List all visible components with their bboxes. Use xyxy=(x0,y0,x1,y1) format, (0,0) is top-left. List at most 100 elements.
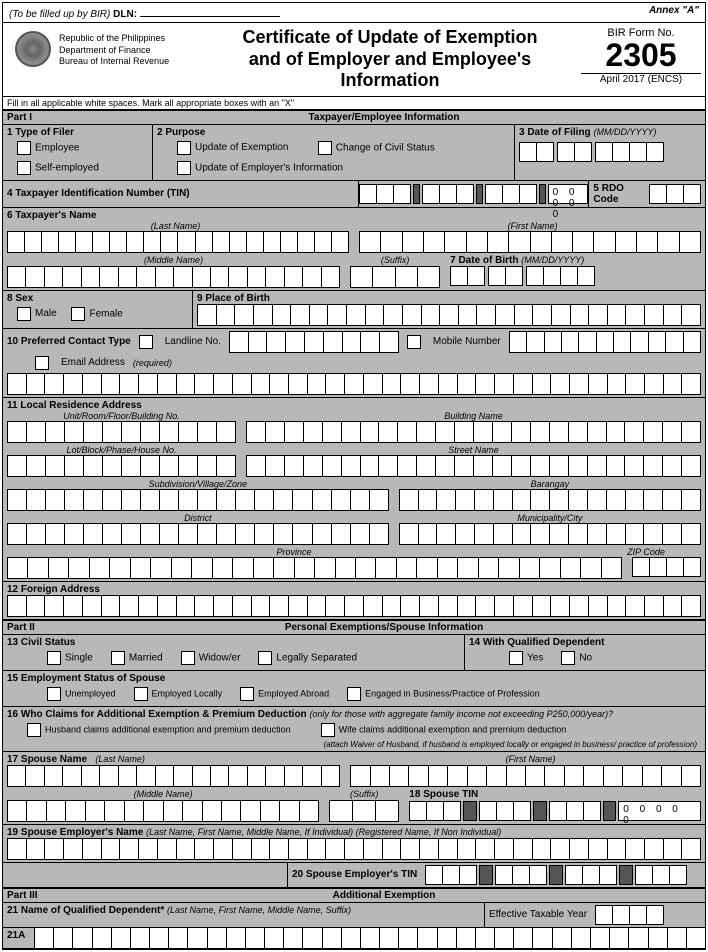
stin-g1[interactable] xyxy=(409,801,461,821)
chk-mobile[interactable] xyxy=(407,335,421,349)
form-title: Certificate of Update of Exemption and o… xyxy=(199,27,581,92)
chk-update-exemption[interactable] xyxy=(177,141,191,155)
spouse-middle-input[interactable] xyxy=(7,800,319,822)
opt-update-exemption: Update of Exemption xyxy=(195,142,315,153)
date-filing-boxes[interactable] xyxy=(519,142,701,162)
f17-last-lbl: (Last Name) xyxy=(95,754,145,764)
chk-yes[interactable] xyxy=(509,651,523,665)
ssep1 xyxy=(463,801,477,821)
f5-label: 5 RDO Code xyxy=(593,183,645,205)
addr-d-input[interactable] xyxy=(246,455,701,477)
addr-j-lbl: ZIP Code xyxy=(591,547,701,557)
sep3 xyxy=(539,184,546,204)
zip-boxes[interactable] xyxy=(632,557,701,579)
instruction-text: Fill in all applicable white spaces. Mar… xyxy=(3,97,705,110)
addr-a-input[interactable] xyxy=(7,421,236,443)
field-11: 11 Local Residence Address Unit/Room/Flo… xyxy=(3,398,705,582)
agency-line2: Department of Finance xyxy=(59,45,199,57)
agency-line3: Bureau of Internal Revenue xyxy=(59,56,199,68)
dln-line[interactable] xyxy=(140,5,280,17)
spouse-employer-input[interactable] xyxy=(7,838,701,860)
f3-label: 3 Date of Filing xyxy=(519,127,591,138)
opt-employer-info: Update of Employer's Information xyxy=(195,162,343,173)
stin-g3[interactable] xyxy=(549,801,601,821)
addr-h-input[interactable] xyxy=(399,523,701,545)
rdo-boxes[interactable] xyxy=(649,184,701,204)
stin-g2[interactable] xyxy=(479,801,531,821)
tin-g1[interactable] xyxy=(359,184,411,204)
chk-single[interactable] xyxy=(47,651,61,665)
addr-b-input[interactable] xyxy=(246,421,701,443)
tin-g2[interactable] xyxy=(422,184,474,204)
f6-first-lbl: (First Name) xyxy=(364,221,701,231)
field-14: 14 With Qualified Dependent Yes No xyxy=(465,635,705,670)
chk-unemployed[interactable] xyxy=(47,687,61,701)
mobile-input[interactable] xyxy=(509,331,701,353)
f18-label: 18 Spouse TIN xyxy=(409,789,478,800)
f17-middle-lbl: (Middle Name) xyxy=(7,789,319,800)
addr-g-input[interactable] xyxy=(7,523,389,545)
addr-e-input[interactable] xyxy=(7,489,389,511)
dob-boxes[interactable] xyxy=(450,266,595,288)
addr-a-lbl: Unit/Room/Floor/Building No. xyxy=(7,411,236,421)
ssep3 xyxy=(603,801,617,821)
form-header: Republic of the Philippines Department o… xyxy=(3,23,705,97)
title-line2: and of Employer and Employee's xyxy=(199,49,581,71)
chk-selfemployed[interactable] xyxy=(17,161,31,175)
chk-no[interactable] xyxy=(561,651,575,665)
chk-email[interactable] xyxy=(35,356,49,370)
chk-landline[interactable] xyxy=(139,335,153,349)
setin-g2[interactable] xyxy=(495,865,547,885)
f3-hint: (MM/DD/YYYY) xyxy=(593,127,656,137)
middle-name-input[interactable] xyxy=(7,266,340,288)
setin-g1[interactable] xyxy=(425,865,477,885)
f20-label: 20 Spouse Employer's TIN xyxy=(292,869,417,880)
spouse-first-input[interactable] xyxy=(350,765,701,787)
chk-husband[interactable] xyxy=(27,723,41,737)
chk-male[interactable] xyxy=(17,307,31,321)
chk-separated[interactable] xyxy=(258,651,272,665)
f11-label: 11 Local Residence Address xyxy=(7,400,701,411)
chk-female[interactable] xyxy=(71,307,85,321)
f10-req: (required) xyxy=(133,358,172,368)
chk-civil-status[interactable] xyxy=(318,141,332,155)
spouse-last-input[interactable] xyxy=(7,765,340,787)
dependent-a-input[interactable] xyxy=(35,928,705,948)
chk-emp-local[interactable] xyxy=(134,687,148,701)
email-input[interactable] xyxy=(7,373,701,395)
opt-yes: Yes xyxy=(527,652,543,663)
dln-label: (To be filled up by BIR) DLN: xyxy=(9,5,280,20)
chk-widower[interactable] xyxy=(181,651,195,665)
f15-label: 15 Employment Status of Spouse xyxy=(7,673,701,684)
field-4: 4 Taxpayer Identification Number (TIN) xyxy=(3,181,359,207)
setin-g4[interactable] xyxy=(635,865,687,885)
addr-f-input[interactable] xyxy=(399,489,701,511)
pob-input[interactable] xyxy=(197,304,701,326)
taxable-year-boxes[interactable] xyxy=(595,905,664,925)
suffix-input[interactable] xyxy=(350,266,440,288)
chk-emp-abroad[interactable] xyxy=(240,687,254,701)
chk-employee[interactable] xyxy=(17,141,31,155)
first-name-input[interactable] xyxy=(359,231,701,253)
last-name-input[interactable] xyxy=(7,231,349,253)
setin-g3[interactable] xyxy=(565,865,617,885)
f6-middle-lbl: (Middle Name) xyxy=(7,255,340,265)
chk-employer-info[interactable] xyxy=(177,161,191,175)
chk-business[interactable] xyxy=(347,687,361,701)
opt-separated: Legally Separated xyxy=(276,652,357,663)
field-15: 15 Employment Status of Spouse Unemploye… xyxy=(3,671,705,707)
addr-i-input[interactable] xyxy=(7,557,622,579)
tin-g3[interactable] xyxy=(485,184,537,204)
chk-married[interactable] xyxy=(111,651,125,665)
opt-landline: Landline No. xyxy=(165,336,221,347)
f16-note: (only for those with aggregate family in… xyxy=(309,709,613,719)
landline-input[interactable] xyxy=(229,331,399,353)
spouse-suffix-input[interactable] xyxy=(329,800,399,822)
foreign-addr-input[interactable] xyxy=(7,595,701,617)
f17-suffix-lbl: (Suffix) xyxy=(329,789,399,800)
field-6: 6 Taxpayer's Name (Last Name) (First Nam… xyxy=(3,208,705,291)
chk-wife[interactable] xyxy=(321,723,335,737)
opt-employee: Employee xyxy=(35,142,79,153)
addr-d-lbl: Street Name xyxy=(246,445,701,455)
addr-c-input[interactable] xyxy=(7,455,236,477)
